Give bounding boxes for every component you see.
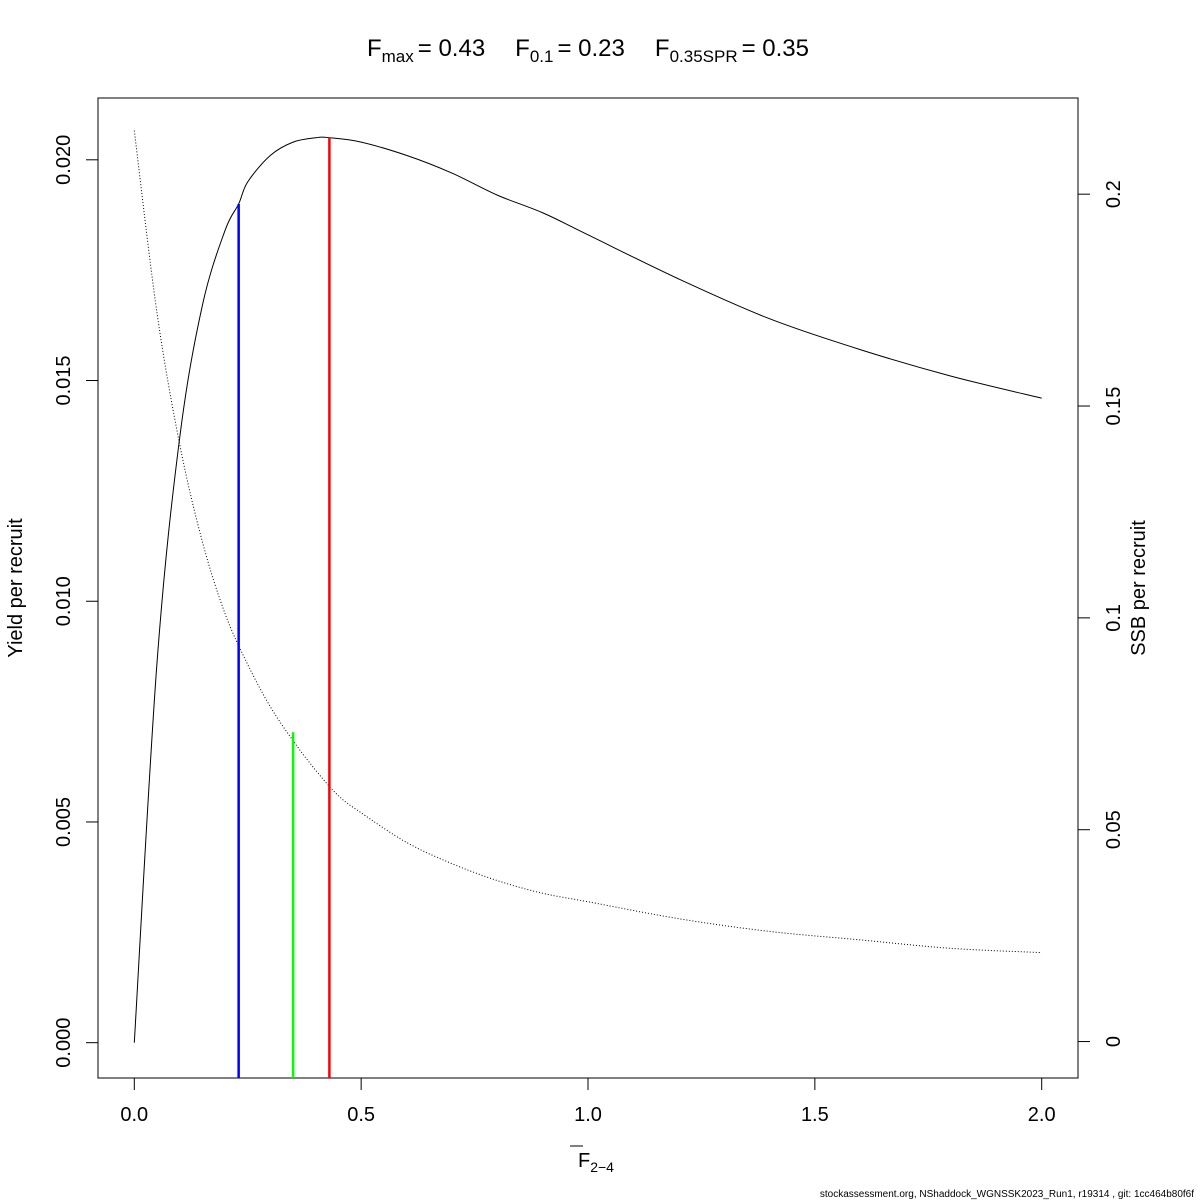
- y-left-tick-label: 0.005: [53, 797, 75, 847]
- x-tick-label: 2.0: [1028, 1104, 1056, 1126]
- y-left-tick-label: 0.000: [53, 1018, 75, 1068]
- title-fmax-symbol: F: [367, 35, 382, 62]
- title-f01-value: = 0.23: [557, 35, 624, 62]
- title-fspr-value: = 0.35: [742, 35, 809, 62]
- y-axis-left: 0.000 0.005 0.010 0.015 0.020: [53, 135, 99, 1068]
- footer-note: stockassessment.org, NShaddock_WGNSSK202…: [820, 1189, 1194, 1200]
- x-axis: 0.0 0.5 1.0 1.5 2.0: [120, 1077, 1056, 1126]
- x-axis-label-sub: 2−4: [590, 1159, 614, 1175]
- x-tick-label: 1.0: [574, 1104, 602, 1126]
- y-axis-left-label: Yield per recruit: [5, 518, 27, 658]
- y-right-tick-label: 0.05: [1103, 810, 1125, 849]
- y-right-tick-label: 0: [1103, 1036, 1125, 1047]
- reference-lines: [237, 137, 331, 1078]
- title-fspr-symbol: F: [655, 35, 670, 62]
- title-fmax-subscript: max: [382, 47, 415, 66]
- y-axis-right: 0 0.05 0.1 0.15 0.2: [1077, 180, 1125, 1047]
- y-axis-right-label: SSB per recruit: [1128, 520, 1150, 656]
- y-right-tick-label: 0.1: [1103, 604, 1125, 632]
- x-tick-label: 1.5: [801, 1104, 829, 1126]
- y-left-tick-label: 0.020: [53, 135, 75, 185]
- series-layer: [133, 130, 1042, 1043]
- plot-frame: [97, 97, 1079, 1079]
- x-tick-label: 0.0: [120, 1104, 148, 1126]
- y-right-tick-label: 0.15: [1103, 387, 1125, 426]
- y-left-tick-label: 0.010: [53, 576, 75, 626]
- chart-title: Fmax = 0.43 F0.1 = 0.23 F0.35SPR = 0.35: [367, 35, 809, 66]
- y-right-tick-label: 0.2: [1103, 180, 1125, 208]
- title-fspr-subscript: 0.35SPR: [670, 47, 738, 66]
- y-left-tick-label: 0.015: [53, 355, 75, 405]
- title-f01-symbol: F: [515, 35, 530, 62]
- x-axis-label: F2−4: [578, 1150, 614, 1175]
- ssb-per-recruit-line: [133, 130, 1042, 954]
- title-f01-subscript: 0.1: [530, 47, 554, 66]
- x-axis-label-main: F: [578, 1150, 590, 1172]
- title-fmax-value: = 0.43: [418, 35, 485, 62]
- yield-per-recruit-line: [133, 136, 1042, 1043]
- x-tick-label: 0.5: [347, 1104, 375, 1126]
